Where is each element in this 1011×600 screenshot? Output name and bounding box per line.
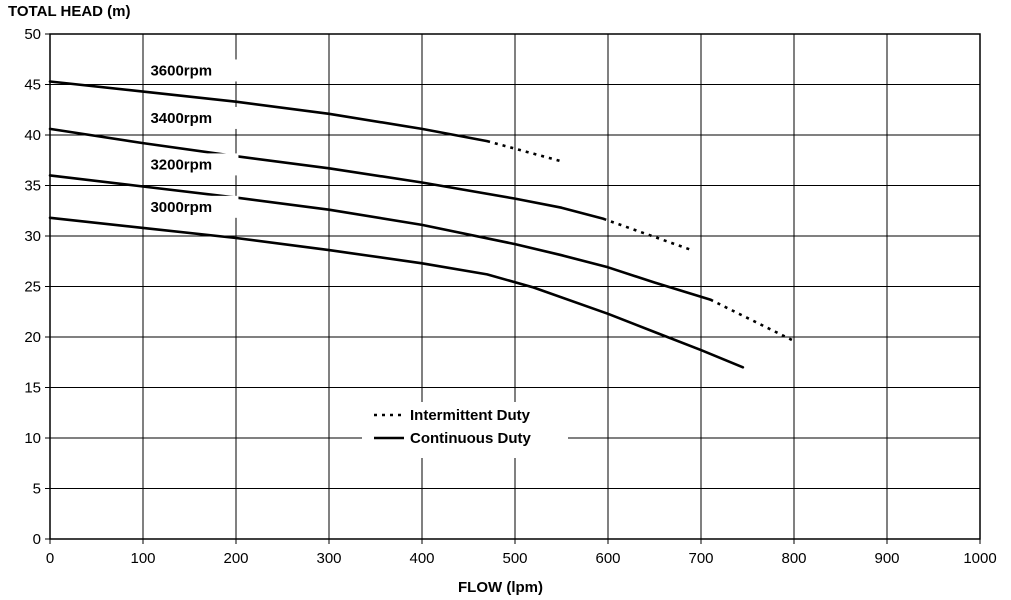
- x-tick-label: 600: [595, 550, 620, 567]
- series-label: 3600rpm: [150, 62, 212, 79]
- series-3400rpm-intermittent-line: [602, 217, 693, 252]
- x-tick-label: 200: [223, 550, 248, 567]
- series-3600rpm-continuous-line: [48, 80, 489, 143]
- series-3200rpm-continuous-line: [48, 174, 712, 301]
- x-tick-label: 1000: [963, 550, 996, 567]
- series-label-group: 3400rpm: [146, 106, 239, 129]
- series-3000rpm-continuous-line: [48, 216, 745, 369]
- series-label-background: [146, 59, 239, 82]
- x-tick-label: 500: [502, 550, 527, 567]
- series-3600rpm-intermittent-line: [486, 139, 562, 163]
- series-label: 3400rpm: [150, 110, 212, 127]
- y-tick-label: 10: [24, 430, 41, 447]
- y-axis-title: TOTAL HEAD (m): [8, 3, 131, 20]
- y-tick-label: 45: [24, 77, 41, 94]
- series-lines: [48, 80, 795, 369]
- x-tick-label: 400: [409, 550, 434, 567]
- legend-background: [362, 402, 568, 458]
- x-tick-label: 300: [316, 550, 341, 567]
- y-axis-ticks: 0 5 10 15 20 25 30 35 40 45 50: [24, 26, 50, 548]
- series-label: 3000rpm: [150, 199, 212, 216]
- series-3400rpm-continuous-line: [48, 127, 605, 221]
- y-tick-label: 15: [24, 380, 41, 397]
- y-tick-label: 40: [24, 127, 41, 144]
- series-label: 3200rpm: [150, 156, 212, 173]
- x-axis-title-wrapper: FLOW (lpm): [0, 579, 1011, 596]
- y-tick-label: 0: [33, 531, 41, 548]
- legend: Intermittent Duty Continuous Duty: [362, 402, 568, 458]
- y-tick-label: 30: [24, 228, 41, 245]
- x-tick-label: 900: [874, 550, 899, 567]
- x-axis-title: FLOW (lpm): [458, 579, 543, 596]
- x-axis-ticks: 0 100 200 300 400 500 600 700 800 900 1000: [46, 539, 997, 567]
- x-tick-label: 700: [688, 550, 713, 567]
- x-tick-label: 0: [46, 550, 54, 567]
- y-tick-label: 20: [24, 329, 41, 346]
- legend-label: Continuous Duty: [410, 430, 531, 447]
- x-tick-label: 100: [130, 550, 155, 567]
- y-tick-label: 50: [24, 26, 41, 43]
- y-tick-label: 35: [24, 178, 41, 195]
- series-3200rpm-intermittent-line: [709, 298, 795, 343]
- x-tick-label: 800: [781, 550, 806, 567]
- series-label-background: [146, 106, 239, 129]
- series-label-background: [146, 153, 239, 176]
- series-labels: 3600rpm 3400rpm 3200rpm 3000rpm: [146, 59, 239, 218]
- y-tick-label: 25: [24, 279, 41, 296]
- series-label-group: 3200rpm: [146, 153, 239, 176]
- y-tick-label: 5: [33, 481, 41, 498]
- series-label-background: [146, 195, 239, 218]
- series-label-group: 3600rpm: [146, 59, 239, 82]
- series-label-group: 3000rpm: [146, 195, 239, 218]
- legend-label: Intermittent Duty: [410, 407, 531, 424]
